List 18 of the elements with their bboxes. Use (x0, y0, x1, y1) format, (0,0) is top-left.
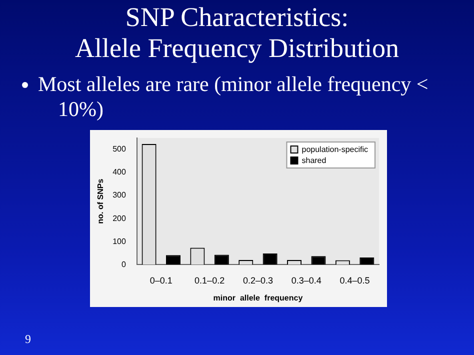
y-tick-label: 100 (112, 236, 126, 246)
x-tick-label: 0–0.1 (150, 275, 172, 286)
x-axis-title: minor allele frequency (213, 293, 304, 302)
x-tick-label: 0.4–0.5 (340, 275, 370, 286)
legend-label: population-specific (302, 145, 368, 154)
legend-label: shared (302, 156, 326, 166)
y-axis-title: no. of SNPs (96, 178, 106, 224)
chart-title: SNP Characteristics: Allele Frequency Distribution (74, 2, 400, 64)
y-tick-label: 0 (121, 260, 126, 269)
x-tick-label: 0.1–0.2 (194, 275, 225, 286)
x-tick-label: 0.3–0.4 (291, 275, 322, 286)
y-tick-label: 300 (112, 190, 126, 200)
chart-subtitle: Most alleles are rare (minor allele frequency < 10%) (38, 72, 430, 122)
y-tick-label: 400 (112, 168, 126, 177)
x-tick-label: 0.2–0.3 (242, 275, 273, 286)
y-tick-label: 500 (112, 144, 126, 154)
y-tick-label: 200 (112, 214, 126, 223)
text: 9 (25, 332, 31, 347)
